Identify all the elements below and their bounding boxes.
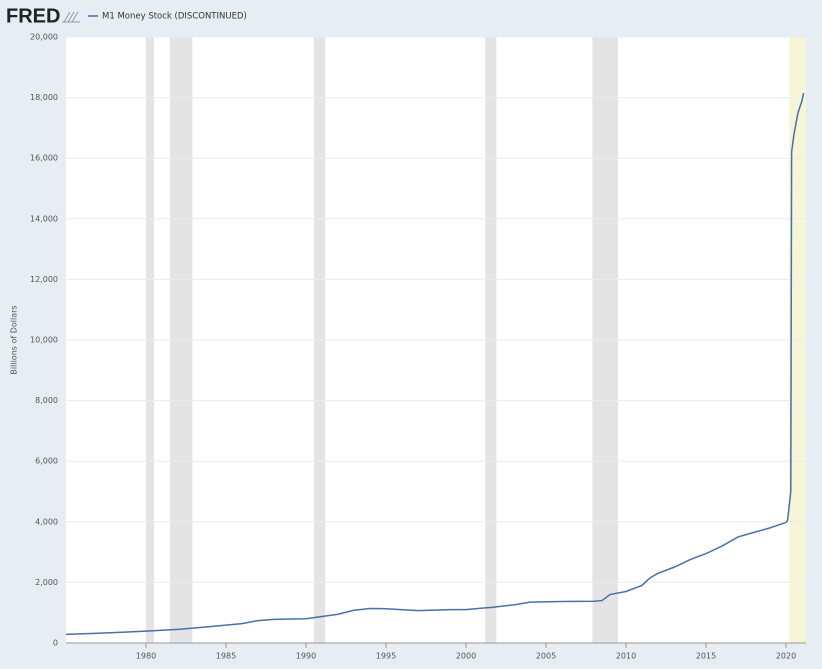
y-tick-label: 4,000 [35,517,58,526]
logo-icon [62,11,80,23]
x-tick-label: 2000 [456,652,476,661]
legend-label: M1 Money Stock (DISCONTINUED) [102,12,247,22]
x-tick-label: 2005 [536,652,556,661]
y-tick-label: 18,000 [30,93,58,102]
x-tick-label: 1985 [216,652,236,661]
y-tick-label: 14,000 [30,214,58,223]
x-tick-label: 2015 [696,652,716,661]
y-tick-label: 8,000 [35,396,58,405]
x-tick-label: 2020 [776,652,796,661]
y-axis-label: Billions of Dollars [10,305,19,374]
x-tick-label: 1980 [136,652,156,661]
y-tick-label: 20,000 [30,33,58,42]
y-tick-label: 16,000 [30,154,58,163]
y-tick-label: 10,000 [30,336,58,345]
x-tick-label: 1995 [376,652,396,661]
series-line [65,92,805,636]
x-tick-label: 2010 [616,652,636,661]
y-tick-label: 0 [53,639,58,648]
y-tick-label: 2,000 [35,578,58,587]
logo: FRED [6,5,60,27]
y-tick-label: 12,000 [30,275,58,284]
y-tick-label: 6,000 [35,457,58,466]
x-tick-label: 1990 [296,652,316,661]
